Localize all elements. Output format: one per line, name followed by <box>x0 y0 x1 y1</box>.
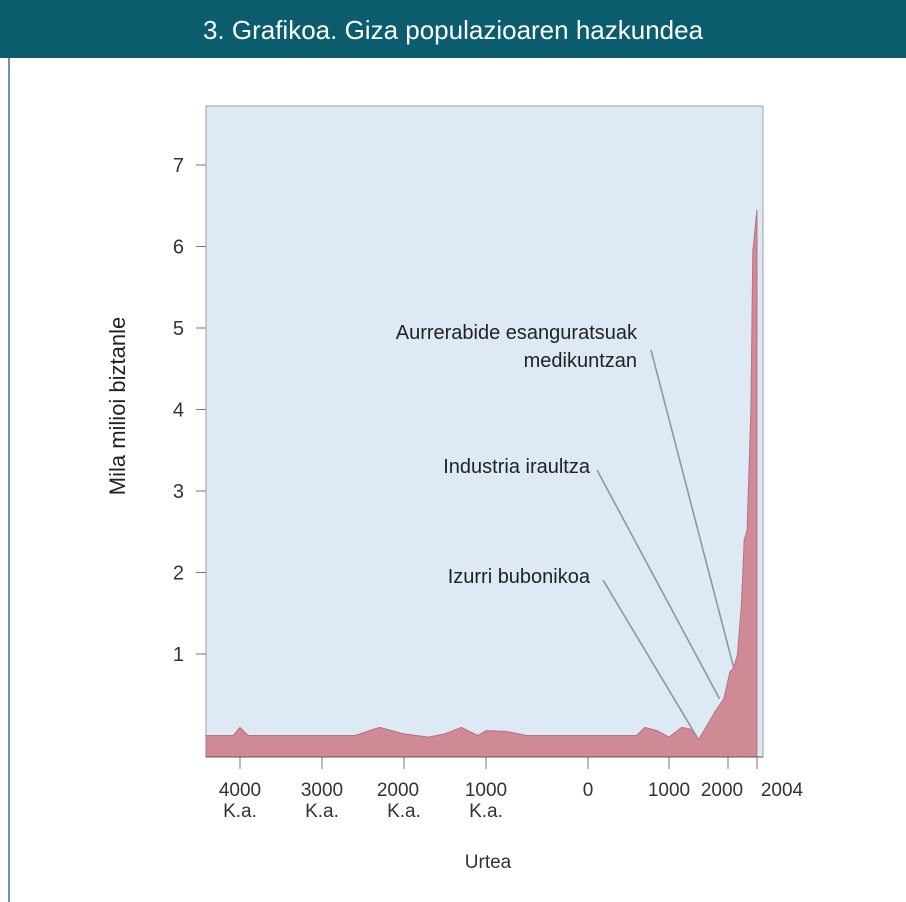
x-tick-label: 1000 <box>648 780 690 801</box>
y-tick-label: 2 <box>173 563 184 585</box>
chart-title: 3. Grafikoa. Giza populazioaren hazkunde… <box>202 15 704 45</box>
annotation-label: medikuntzan <box>524 350 637 372</box>
x-tick-label: 1000 <box>465 780 507 801</box>
frame-left-border <box>8 58 10 902</box>
x-tick-label: 2000 <box>377 780 419 801</box>
plot-area <box>205 105 764 758</box>
y-tick-label: 4 <box>173 400 184 422</box>
x-tick-label: 2000 <box>701 780 743 801</box>
y-axis-label: Mila milioi biztanle <box>105 317 130 496</box>
x-tick-sublabel: K.a. <box>387 801 421 822</box>
x-tick-sublabel: K.a. <box>469 801 503 822</box>
x-axis-label: Urtea <box>465 852 512 873</box>
x-tick-sublabel: K.a. <box>223 801 257 822</box>
y-tick-label: 3 <box>173 481 184 503</box>
y-tick-label: 7 <box>173 155 184 177</box>
y-tick-label: 5 <box>173 318 184 340</box>
x-tick-label: 2004 <box>761 780 804 801</box>
x-tick-sublabel: K.a. <box>305 801 339 822</box>
annotation-leader-line <box>602 579 700 740</box>
annotation-leader-line <box>596 469 721 700</box>
chart-header: 3. Grafikoa. Giza populazioaren hazkunde… <box>0 0 906 58</box>
x-tick-label: 3000 <box>301 780 343 801</box>
y-tick-label: 6 <box>173 237 184 259</box>
y-tick-label: 1 <box>173 644 184 666</box>
annotation-label: Aurrerabide esanguratsuak <box>396 322 638 344</box>
annotation-leader-line <box>650 349 735 669</box>
annotation-label: Industria iraultza <box>443 456 591 478</box>
x-tick-label: 0 <box>583 780 594 801</box>
population-area <box>205 209 758 758</box>
annotation-label: Izurri bubonikoa <box>448 566 591 588</box>
x-tick-label: 4000 <box>219 780 261 801</box>
